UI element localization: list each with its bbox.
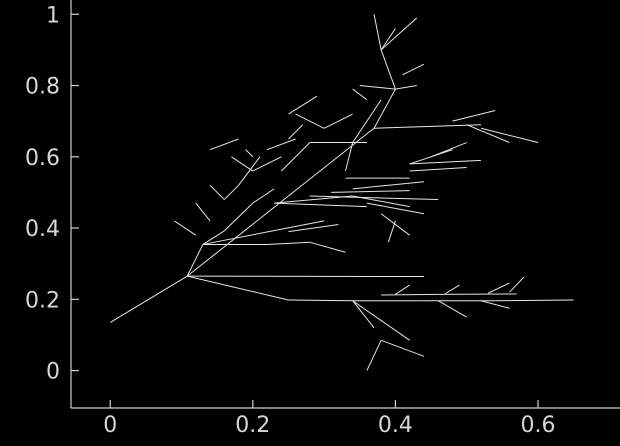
- branch-segment-13: [487, 282, 510, 294]
- branch-segment-15: [437, 300, 467, 318]
- branch-segment-48: [409, 166, 467, 172]
- branch-segment-45: [352, 181, 424, 190]
- x-ticks: 0 0.2 0.4 0.6: [103, 400, 556, 438]
- branch-segment-54: [323, 113, 353, 129]
- branch-segment-37: [266, 138, 296, 151]
- branch-segment-8: [495, 299, 574, 302]
- branch-segment-33: [238, 156, 261, 186]
- branch-segment-2: [187, 275, 289, 301]
- y-tick-label-2: 0.4: [25, 217, 60, 242]
- branch-segment-64: [395, 85, 417, 90]
- y-ticks: 0 0.2 0.4 0.6 0.8 1: [25, 3, 79, 385]
- branch-segment-43: [387, 220, 396, 243]
- branch-segment-67: [380, 17, 418, 51]
- branch-segment-9: [381, 293, 439, 296]
- branch-segment-1: [186, 244, 204, 277]
- branch-segment-72: [288, 124, 304, 140]
- y-tick-label-3: 0.6: [25, 146, 60, 171]
- branch-segment-11: [395, 284, 410, 295]
- branch-segment-40: [366, 202, 425, 215]
- branch-segment-61: [480, 127, 539, 144]
- y-tick-label-0: 0: [46, 360, 60, 385]
- branch-segment-25: [309, 241, 346, 253]
- y-tick-label-1: 0.2: [25, 288, 60, 313]
- branch-segment-35: [209, 138, 239, 151]
- branch-segment-59: [452, 109, 496, 122]
- branch-segment-20: [380, 339, 425, 357]
- branch-segment-58: [374, 124, 481, 129]
- branch-segment-21: [202, 230, 225, 245]
- x-tick-label-2: 0.4: [378, 413, 413, 438]
- branch-segment-63: [380, 49, 396, 90]
- branch-segment-38: [274, 202, 367, 208]
- branch-segment-65: [359, 85, 396, 90]
- branch-segment-71: [245, 149, 254, 158]
- branch-segment-57: [345, 142, 354, 172]
- branch-segment-30: [223, 184, 239, 200]
- branch-segment-31: [209, 184, 225, 200]
- branch-segment-42: [380, 213, 410, 236]
- branch-segment-0: [109, 275, 188, 323]
- branch-segment-12: [445, 284, 460, 295]
- tree-branches: [109, 14, 574, 371]
- branch-segment-60: [466, 124, 510, 143]
- branch-segment-68: [373, 14, 382, 50]
- branch-segment-70: [352, 88, 368, 101]
- branch-segment-16: [480, 300, 510, 309]
- branch-segment-53: [280, 142, 311, 172]
- y-tick-label-5: 1: [46, 3, 60, 28]
- axes: [70, 0, 620, 409]
- branch-segment-55: [295, 113, 325, 129]
- y-tick-label-4: 0.8: [25, 75, 60, 100]
- branch-segment-49: [409, 159, 481, 165]
- branch-segment-14: [509, 276, 525, 293]
- branch-segment-36: [231, 156, 254, 172]
- branch-segment-29: [195, 202, 211, 222]
- branch-segment-26: [202, 220, 325, 245]
- branch-segment-19: [366, 340, 382, 371]
- branch-segment-73: [288, 95, 318, 115]
- branch-segment-5: [288, 299, 353, 302]
- branch-segment-18: [352, 300, 375, 329]
- branch-segment-22: [223, 202, 254, 232]
- branch-segment-32: [252, 188, 275, 204]
- branch-segment-17: [352, 300, 410, 341]
- branch-segment-56: [352, 99, 382, 143]
- x-tick-label-3: 0.6: [521, 413, 556, 438]
- branch-segment-47: [309, 195, 439, 201]
- branch-segment-24: [267, 241, 310, 245]
- branch-segment-66: [380, 28, 396, 51]
- x-tick-label-1: 0.2: [235, 413, 270, 438]
- branch-segment-51: [430, 142, 467, 158]
- branch-segment-69: [402, 63, 425, 76]
- branch-segment-27: [288, 223, 339, 233]
- branch-segment-44: [331, 190, 410, 193]
- branch-segment-28: [174, 220, 197, 236]
- x-tick-label-0: 0: [103, 413, 117, 438]
- branch-segment-34: [252, 156, 282, 172]
- branch-segment-62: [373, 88, 396, 129]
